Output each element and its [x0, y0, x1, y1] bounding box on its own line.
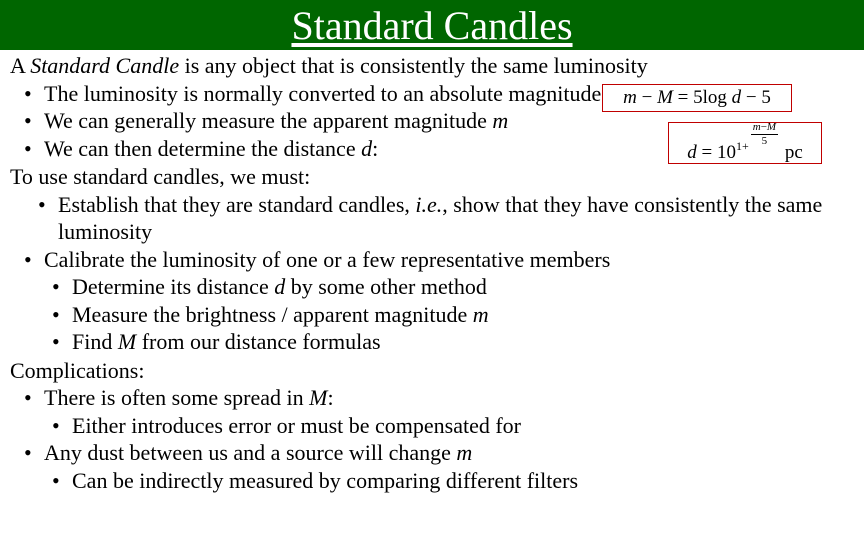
bullet-list-b: Establish that they are standard candles… [10, 191, 854, 356]
var-d: d [687, 142, 697, 163]
var-m: m [492, 108, 508, 133]
slide-body: m − M = 5log d − 5 d = 101+m−M5 pc A Sta… [0, 50, 864, 494]
var-m: m [456, 440, 472, 465]
op-eq: = [697, 142, 717, 163]
text: from our distance formulas [136, 329, 380, 354]
text: Measure the brightness / apparent magnit… [72, 302, 473, 327]
list-item: Any dust between us and a source will ch… [24, 439, 854, 494]
intro-term: Standard Candle [30, 53, 179, 78]
const-5b: 5 [761, 87, 771, 108]
text: by some other method [285, 274, 487, 299]
unit-pc: pc [780, 142, 803, 163]
frac-den: 5 [751, 135, 778, 147]
frac-big-m: M [767, 121, 776, 133]
text: Any dust between us and a source will ch… [44, 440, 456, 465]
text: There is often some spread in [44, 385, 309, 410]
var-m: m [623, 87, 637, 108]
intro-line: A Standard Candle is any object that is … [10, 52, 854, 80]
text: The luminosity is normally converted to … [44, 81, 607, 106]
bullet-list-c: There is often some spread in M: Either … [10, 384, 854, 494]
text: Calibrate the luminosity of one or a few… [44, 247, 610, 272]
list-item: Measure the brightness / apparent magnit… [52, 301, 854, 329]
ital-ie: i.e. [415, 192, 442, 217]
var-d: d [274, 274, 285, 299]
text: Establish that they are standard candles… [58, 192, 415, 217]
text: Can be indirectly measured by comparing … [72, 468, 578, 493]
text: We can then determine the distance [44, 136, 361, 161]
op-minus: − [637, 87, 657, 108]
var-m: m [473, 302, 489, 327]
var-M: M [309, 385, 327, 410]
bullet-list-c0-sub: Either introduces error or must be compe… [24, 412, 854, 440]
list-item: There is often some spread in M: Either … [24, 384, 854, 439]
intro-prefix: A [10, 53, 30, 78]
text: Either introduces error or must be compe… [72, 413, 521, 438]
var-big-m: M [657, 87, 673, 108]
var-d: d [732, 87, 742, 108]
fn-log: log [703, 87, 727, 108]
op-eq: = [673, 87, 693, 108]
exponent: 1+m−M5 [736, 122, 780, 152]
frac-m: m [753, 121, 761, 133]
formula-distance-parsec: d = 101+m−M5 pc [668, 122, 822, 164]
section-c-head: Complications: [10, 357, 854, 385]
intro-suffix: is any object that is consistently the s… [179, 53, 648, 78]
exp-plus: + [742, 139, 749, 153]
list-item: Can be indirectly measured by comparing … [52, 467, 854, 495]
list-item: Either introduces error or must be compe… [52, 412, 854, 440]
const-10: 10 [717, 142, 736, 163]
list-item: Calibrate the luminosity of one or a few… [24, 246, 854, 356]
op-minus-2: − [741, 87, 761, 108]
text: We can generally measure the apparent ma… [44, 108, 492, 133]
text: : [372, 136, 378, 161]
text: Find [72, 329, 118, 354]
const-5: 5 [693, 87, 703, 108]
formula-magnitude-distance: m − M = 5log d − 5 [602, 84, 792, 112]
section-b-head: To use standard candles, we must: [10, 163, 854, 191]
bullet-list-b1-sub: Determine its distance d by some other m… [24, 273, 854, 356]
var-d: d [361, 136, 372, 161]
text: : [327, 385, 333, 410]
list-item: Find M from our distance formulas [52, 328, 854, 356]
list-item: Establish that they are standard candles… [24, 191, 854, 246]
text: Determine its distance [72, 274, 274, 299]
var-M: M [118, 329, 136, 354]
slide-title: Standard Candles [291, 3, 572, 48]
bullet-list-c1-sub: Can be indirectly measured by comparing … [24, 467, 854, 495]
list-item: Determine its distance d by some other m… [52, 273, 854, 301]
title-bar: Standard Candles [0, 0, 864, 50]
